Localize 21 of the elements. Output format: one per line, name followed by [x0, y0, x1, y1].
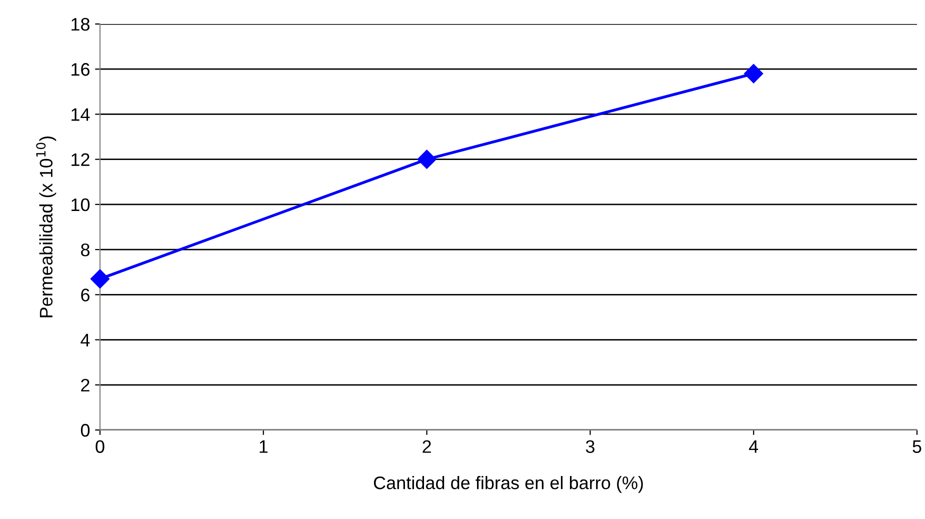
y-tick-label: 16 — [72, 63, 90, 76]
y-tick-label: 2 — [81, 378, 90, 392]
x-axis-title: Cantidad de fibras en el barro (%) — [374, 476, 643, 493]
y-tick-label: 12 — [72, 153, 90, 166]
point — [90, 269, 110, 288]
y-tick-label: 4 — [80, 334, 90, 346]
x-tick-label: 2 — [422, 440, 431, 453]
y-tick-label: 0 — [80, 424, 90, 437]
x-tick-label: 4 — [748, 440, 758, 453]
y-tick-label: 6 — [81, 288, 90, 302]
x-tick-label: 0 — [96, 440, 104, 453]
y-tick-label: 8 — [81, 243, 90, 256]
point — [744, 64, 764, 84]
y-tick-label: 18 — [72, 18, 90, 31]
y-tick-label: 10 — [72, 198, 90, 212]
point — [417, 150, 436, 169]
x-tick-label: 3 — [586, 440, 594, 453]
x-tick-label: 5 — [912, 440, 922, 453]
y-tick-label: 14 — [72, 108, 90, 121]
y-axis-title: Permeabilidad (x 10$^{10}$) — [36, 136, 56, 318]
x-tick-label: 1 — [260, 440, 268, 453]
